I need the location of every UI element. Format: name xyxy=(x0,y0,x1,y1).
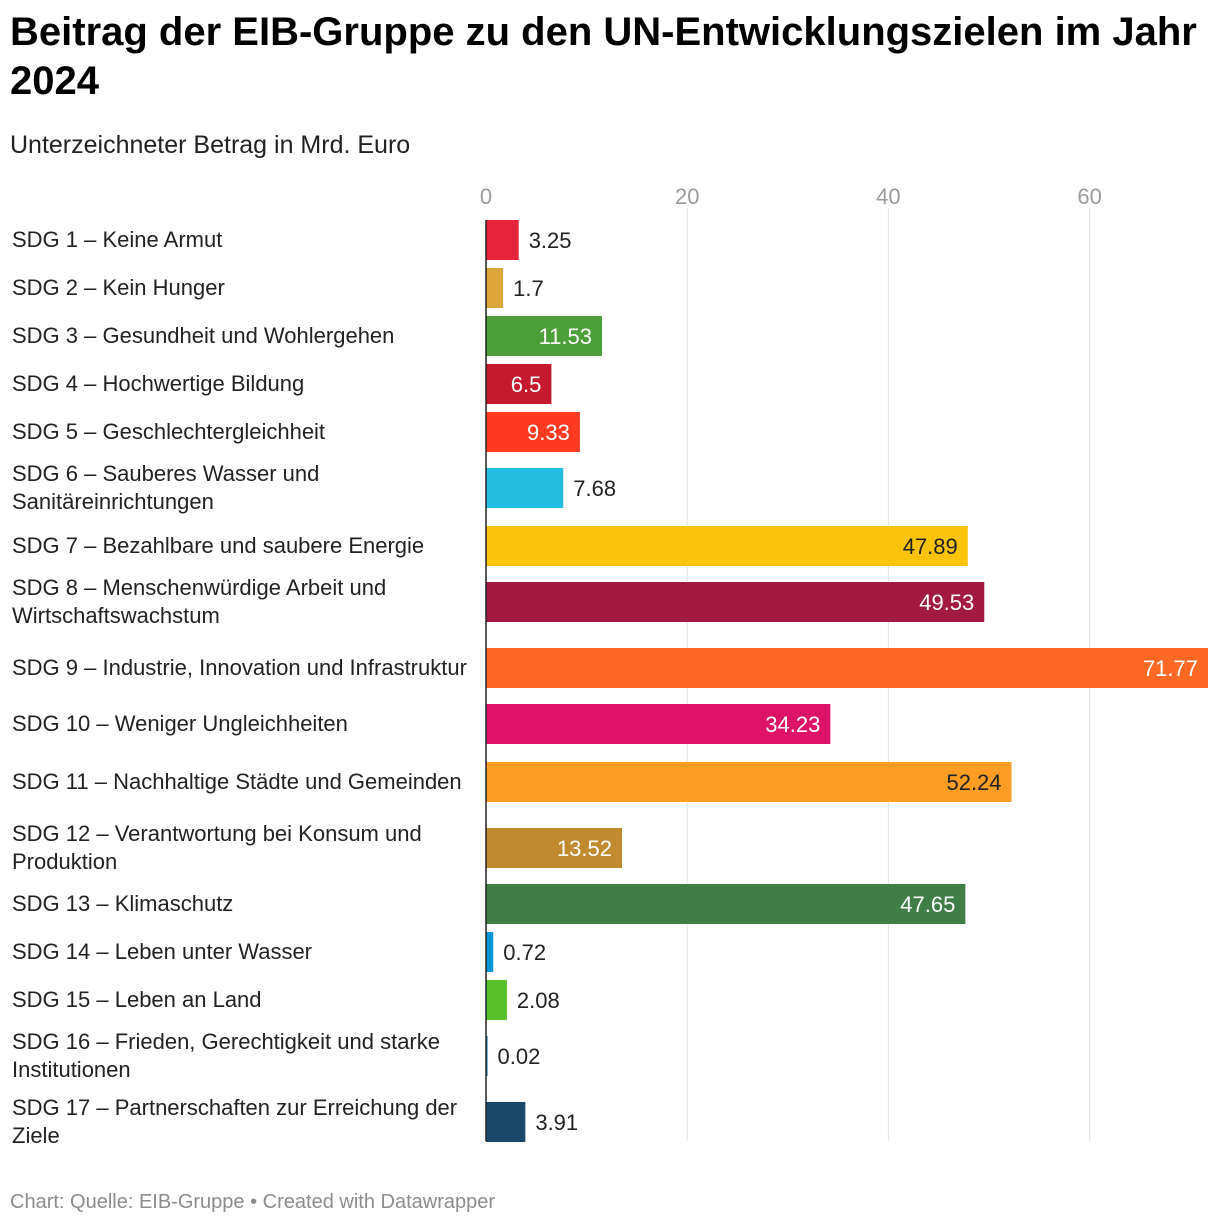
bar xyxy=(486,932,494,972)
bar xyxy=(486,762,1012,802)
bar-value-label: 13.52 xyxy=(557,836,612,861)
bar xyxy=(486,412,580,452)
category-label: SDG 13 – Klimaschutz xyxy=(12,891,234,916)
bar-value-label: 47.65 xyxy=(900,892,955,917)
bar-value-label: 0.72 xyxy=(503,940,546,965)
bar-value-label: 0.02 xyxy=(498,1044,541,1069)
category-label: SDG 15 – Leben an Land xyxy=(12,987,262,1012)
bar-value-label: 3.91 xyxy=(535,1110,578,1135)
category-label: SDG 1 – Keine Armut xyxy=(12,227,223,252)
category-label: SDG 6 – Sauberes Wasser und Sanitäreinri… xyxy=(12,461,320,514)
bar-value-label: 6.5 xyxy=(511,372,542,397)
chart-subtitle: Unterzeichneter Betrag in Mrd. Euro xyxy=(10,131,411,159)
category-label: SDG 10 – Weniger Ungleichheiten xyxy=(12,711,348,736)
category-label: SDG 17 – Partnerschaften zur Erreichung … xyxy=(12,1095,458,1148)
value-labels: 3.25 1.7 11.53 6.5 9.33 7.68 47.89 49.53 71.77 34… xyxy=(498,228,1199,1135)
category-label: SDG 11 – Nachhaltige Städte und Gemeinde… xyxy=(12,769,462,794)
x-axis-ticks: 0 20 40 60 xyxy=(480,184,1102,209)
bar xyxy=(486,648,1209,688)
bar-value-label: 3.25 xyxy=(529,228,572,253)
category-label: SDG 5 – Geschlechtergleichheit xyxy=(12,419,326,444)
bar xyxy=(486,468,564,508)
bar xyxy=(486,316,602,356)
bar-value-label: 34.23 xyxy=(765,712,820,737)
bar-value-label: 52.24 xyxy=(946,770,1001,795)
bar xyxy=(486,526,968,566)
x-tick-label: 0 xyxy=(480,184,492,209)
category-label: SDG 12 – Verantwortung bei Konsum und Pr… xyxy=(12,821,422,874)
bar xyxy=(486,364,552,404)
category-label: SDG 3 – Gesundheit und Wohlergehen xyxy=(12,323,395,348)
category-label: SDG 4 – Hochwertige Bildung xyxy=(12,371,305,396)
bar-value-label: 49.53 xyxy=(919,590,974,615)
bar-value-label: 7.68 xyxy=(573,476,616,501)
category-label: SDG 9 – Industrie, Innovation und Infras… xyxy=(12,655,467,680)
bar xyxy=(486,220,519,260)
bar-value-label: 11.53 xyxy=(539,324,592,349)
x-tick-label: 20 xyxy=(675,184,699,209)
x-tick-label: 60 xyxy=(1077,184,1101,209)
bar-value-label: 2.08 xyxy=(517,988,560,1013)
bar-chart: 0 20 40 60 3.25 1.7 11.53 6.5 9.33 7.68 47.89 49.5… xyxy=(480,184,1209,1142)
bar-value-label: 9.33 xyxy=(527,420,570,445)
bar-value-label: 1.7 xyxy=(513,276,544,301)
bar xyxy=(486,980,507,1020)
bar xyxy=(486,1102,526,1142)
category-label: SDG 8 – Menschenwürdige Arbeit und Wirts… xyxy=(12,575,387,628)
bar xyxy=(486,704,831,744)
bar-value-label: 47.89 xyxy=(903,534,958,559)
bar xyxy=(486,582,985,622)
category-label: SDG 7 – Bezahlbare und saubere Energie xyxy=(12,533,425,558)
chart-footer: Chart: Quelle: EIB-Gruppe • Created with… xyxy=(10,1191,495,1213)
bar xyxy=(486,828,623,868)
bars xyxy=(486,220,1209,1142)
bar xyxy=(486,884,966,924)
chart-title: Beitrag der EIB-Gruppe zu den UN-Entwick… xyxy=(10,10,1197,103)
category-label: SDG 2 – Kein Hunger xyxy=(12,275,225,300)
bar xyxy=(486,268,504,308)
x-tick-label: 40 xyxy=(876,184,900,209)
category-label: SDG 14 – Leben unter Wasser xyxy=(12,939,313,964)
category-label: SDG 16 – Frieden, Gerechtigkeit und star… xyxy=(12,1029,440,1082)
bar-value-label: 71.77 xyxy=(1143,656,1198,681)
